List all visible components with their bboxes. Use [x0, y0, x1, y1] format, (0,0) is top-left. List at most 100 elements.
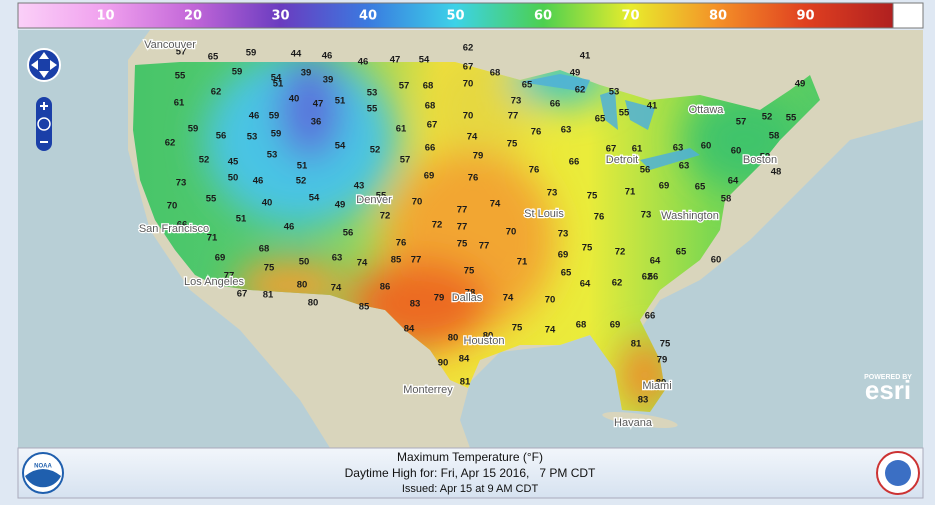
- city-name: St Louis: [524, 208, 564, 220]
- city-name: Boston: [743, 154, 777, 166]
- station-temperature: 80: [308, 298, 319, 309]
- station-temperature: 68: [259, 244, 270, 255]
- station-temperature: 63: [673, 143, 684, 154]
- pan-control[interactable]: [27, 48, 61, 82]
- station-temperature: 85: [391, 255, 402, 266]
- station-temperature: 49: [335, 200, 346, 211]
- station-temperature: 55: [175, 71, 186, 82]
- station-temperature: 48: [771, 167, 782, 178]
- station-temperature: 60: [701, 141, 712, 152]
- footer-issued: Issued: Apr 15 at 9 AM CDT: [402, 483, 539, 495]
- station-temperature: 74: [467, 132, 478, 143]
- station-temperature: 67: [237, 289, 248, 300]
- station-temperature: 57: [176, 47, 187, 58]
- station-temperature: 70: [167, 201, 178, 212]
- scale-label: 20: [184, 9, 202, 24]
- station-temperature: 52: [762, 112, 773, 123]
- city-name: San Francisco: [139, 223, 209, 235]
- city-name: Ottawa: [689, 104, 725, 116]
- city-name: Vancouver: [144, 39, 196, 51]
- scale-label: 90: [796, 9, 814, 24]
- station-temperature: 77: [508, 111, 519, 122]
- station-temperature: 47: [313, 99, 324, 110]
- station-temperature: 80: [448, 333, 459, 344]
- station-temperature: 52: [760, 152, 771, 163]
- station-temperature: 78: [465, 288, 476, 299]
- station-temperature: 74: [545, 325, 556, 336]
- station-temperature: 39: [301, 68, 312, 79]
- station-temperature: 41: [647, 101, 658, 112]
- scale-label: 60: [534, 9, 552, 24]
- scale-label: 70: [621, 9, 639, 24]
- station-temperature: 76: [594, 212, 605, 223]
- zoom-control[interactable]: [36, 97, 52, 151]
- station-temperature: 46: [358, 57, 369, 68]
- station-temperature: 50: [228, 173, 239, 184]
- station-temperature: 70: [412, 197, 423, 208]
- station-temperature: 60: [731, 146, 742, 157]
- station-temperature: 59: [271, 129, 282, 140]
- station-temperature: 69: [424, 171, 435, 182]
- station-temperature: 60: [711, 255, 722, 266]
- station-temperature: 68: [423, 81, 434, 92]
- station-temperature: 58: [721, 194, 732, 205]
- color-scale: 10 20 30 40 50 60 70 80 90: [96, 9, 814, 24]
- nav-control[interactable]: [27, 48, 61, 151]
- station-temperature: 58: [769, 131, 780, 142]
- station-temperature: 77: [457, 222, 468, 233]
- station-temperature: 81: [460, 377, 471, 388]
- pan-arrows: [31, 52, 57, 78]
- station-temperature: 80: [656, 378, 667, 389]
- station-temperature: 40: [289, 94, 300, 105]
- station-temperature: 76: [531, 127, 542, 138]
- station-temperature: 81: [263, 290, 274, 301]
- station-temperature: 69: [215, 253, 226, 264]
- station-temperature: 46: [284, 222, 295, 233]
- station-temperature: 45: [228, 157, 239, 168]
- station-temperature: 71: [207, 233, 218, 244]
- cuba: [602, 412, 678, 428]
- station-temperature: 73: [176, 178, 187, 189]
- station-temperature: 75: [464, 266, 475, 277]
- station-temperature: 72: [615, 247, 626, 258]
- zoom-icons: [40, 102, 48, 143]
- footer-subtitle: Daytime High for: Fri, Apr 15 2016, 7 PM…: [345, 466, 596, 480]
- scale-label: 80: [709, 9, 727, 24]
- station-temperature: 64: [728, 176, 739, 187]
- station-temperature: 57: [400, 155, 411, 166]
- globe-button[interactable]: [37, 117, 51, 131]
- station-temperature: 65: [595, 114, 606, 125]
- station-temperature: 72: [380, 211, 391, 222]
- station-temperature: 61: [174, 98, 185, 109]
- station-temperature: 65: [561, 268, 572, 279]
- esri-logo: esri: [865, 375, 911, 405]
- station-temperature: 74: [503, 293, 514, 304]
- station-temperature: 66: [645, 311, 656, 322]
- station-temperature: 55: [786, 113, 797, 124]
- station-temperature: 53: [367, 88, 378, 99]
- station-temperature: 75: [507, 139, 518, 150]
- station-temperature: 50: [299, 257, 310, 268]
- station-temperature: 65: [522, 80, 533, 91]
- station-temperature: 63: [561, 125, 572, 136]
- station-temperature: 64: [650, 256, 661, 267]
- station-temperature: 52: [370, 145, 381, 156]
- station-temperature: 61: [396, 124, 407, 135]
- city-name: Los Angeles: [184, 276, 244, 288]
- station-temperature: 80: [297, 280, 308, 291]
- station-temperature: 74: [490, 199, 501, 210]
- station-temperature: 49: [570, 68, 581, 79]
- station-temperature: 62: [211, 87, 222, 98]
- station-temperature: 56: [216, 131, 227, 142]
- station-temperature: 46: [322, 51, 333, 62]
- station-temperature: 65: [208, 52, 219, 63]
- station-temperature: 69: [659, 181, 670, 192]
- city-name: Denver: [356, 194, 392, 206]
- city-name: Miami: [642, 380, 671, 392]
- station-temperature: 80: [483, 331, 494, 342]
- station-temperature: 75: [582, 243, 593, 254]
- station-temperature: 53: [267, 150, 278, 161]
- station-temperature: 84: [404, 324, 415, 335]
- scale-label: 10: [96, 9, 114, 24]
